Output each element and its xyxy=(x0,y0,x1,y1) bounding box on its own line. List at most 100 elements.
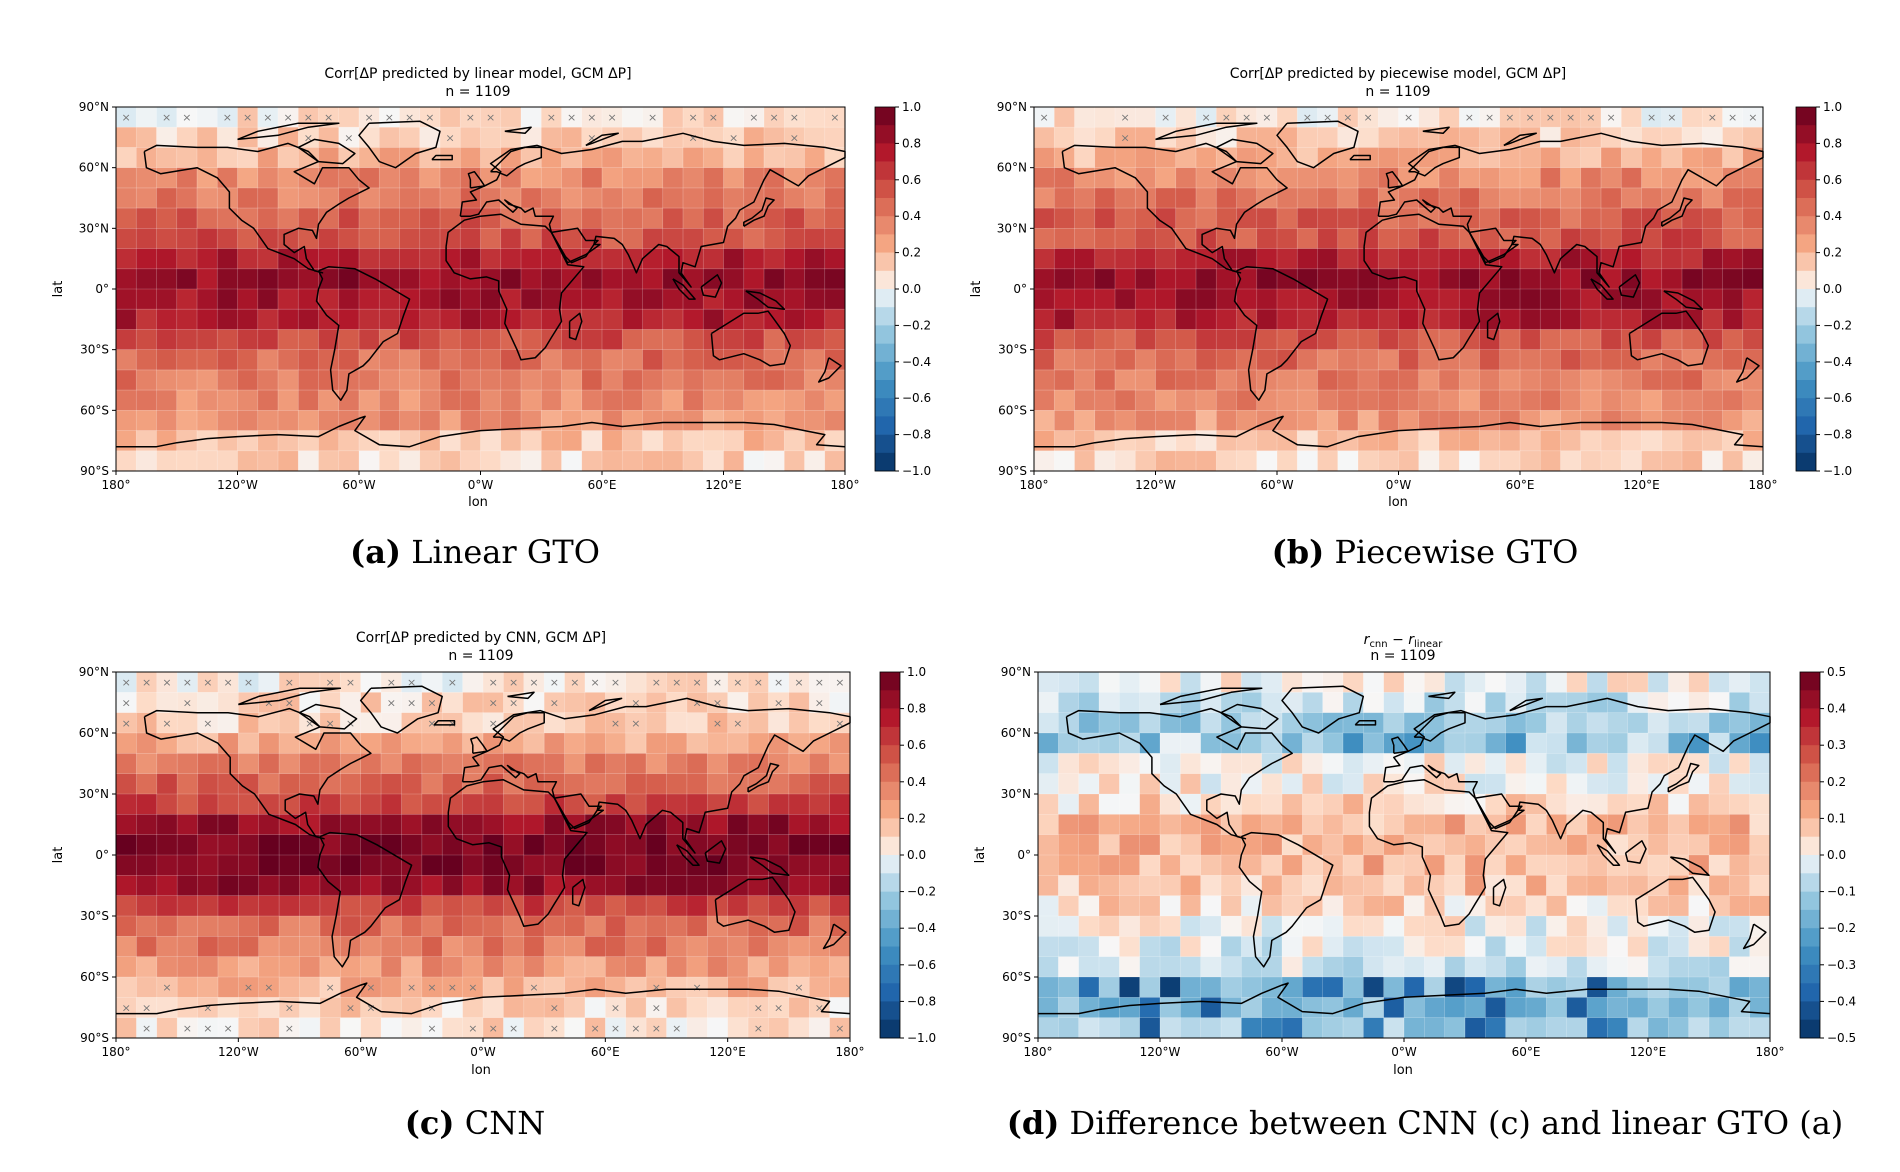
caption: (d) Difference between CNN (c) and linea… xyxy=(950,1104,1900,1142)
heatmap-cell xyxy=(360,753,382,775)
heatmap-cell xyxy=(298,450,319,472)
colorbar-segment xyxy=(1796,270,1816,290)
y-tick-label: 30°N xyxy=(79,787,109,801)
coastline xyxy=(1624,840,1647,864)
coastline xyxy=(297,138,356,165)
x-tick-label: 180° xyxy=(102,1045,131,1059)
coastlines xyxy=(1034,120,1764,448)
heatmap-cell xyxy=(1424,956,1446,978)
heatmap-cell xyxy=(116,248,137,270)
heatmap-cell xyxy=(258,855,280,876)
heatmap-cell xyxy=(1196,228,1217,249)
heatmap-cell xyxy=(727,712,749,734)
y-tick-label: 90°N xyxy=(997,100,1027,114)
non-significant-marker: × xyxy=(1505,111,1514,124)
heatmap-cell xyxy=(1038,895,1059,917)
heatmap-cell xyxy=(360,1017,382,1039)
heatmap-cell xyxy=(1297,430,1318,452)
heatmap-cell xyxy=(442,753,464,775)
colorbar-segment xyxy=(875,107,895,126)
y-tick-label: 30°S xyxy=(1002,909,1031,923)
x-tick-label: 120°E xyxy=(1630,1045,1667,1059)
heatmap-cell xyxy=(238,936,260,958)
heatmap-cell xyxy=(642,208,664,229)
heatmap-cell xyxy=(727,834,749,856)
coastline xyxy=(238,687,342,706)
non-significant-marker: × xyxy=(713,697,722,710)
heatmap-cell xyxy=(764,430,785,452)
non-significant-marker: × xyxy=(425,111,434,124)
heatmap-cell xyxy=(401,997,423,1019)
heatmap-cell xyxy=(1058,916,1080,937)
heatmap-cell xyxy=(581,410,603,431)
heatmap-cell xyxy=(743,248,765,270)
heatmap-cell xyxy=(829,977,851,998)
heatmap-cell xyxy=(460,390,481,411)
heatmap-cell xyxy=(1099,956,1120,978)
heatmap-cell xyxy=(279,977,300,998)
heatmap-cell xyxy=(340,875,362,897)
heatmap-cell xyxy=(156,956,178,978)
heatmap-cell xyxy=(521,167,542,189)
heatmap-cell xyxy=(1459,107,1480,128)
heatmap-cell xyxy=(279,794,300,815)
heatmap-cell xyxy=(1479,228,1501,249)
heatmap-cell xyxy=(197,309,218,330)
heatmap-cell xyxy=(1282,672,1303,693)
heatmap-cell xyxy=(1383,794,1405,815)
heatmap-cell xyxy=(1404,977,1425,998)
heatmap-cell xyxy=(1200,712,1222,734)
heatmap-cell xyxy=(237,228,259,249)
heatmap-cell xyxy=(176,248,198,270)
heatmap-cell xyxy=(319,997,341,1019)
heatmap-cell xyxy=(707,855,729,876)
heatmap-cell xyxy=(298,167,319,189)
heatmap-cell xyxy=(483,916,504,937)
non-significant-marker: × xyxy=(122,717,131,730)
heatmap-cell xyxy=(642,390,664,411)
non-significant-marker: × xyxy=(346,1002,355,1015)
x-tick-label: 180° xyxy=(836,1045,865,1059)
y-tick-label: 30°N xyxy=(997,221,1027,235)
heatmap-cell xyxy=(743,167,765,189)
heatmap-cell xyxy=(1749,977,1771,998)
non-significant-marker: × xyxy=(283,111,292,124)
caption: (b) Piecewise GTO xyxy=(950,533,1900,571)
non-significant-marker: × xyxy=(587,111,596,124)
heatmap-cell xyxy=(1054,390,1075,411)
heatmap-cell xyxy=(809,956,831,978)
non-significant-marker: × xyxy=(550,676,559,689)
heatmap-cell xyxy=(784,268,805,290)
heatmap-cell xyxy=(156,107,178,128)
heatmap-cell xyxy=(1135,410,1156,431)
heatmap-cell xyxy=(1282,733,1303,754)
heatmap-cell xyxy=(1074,430,1096,452)
caption-tag: (a) xyxy=(350,533,402,571)
heatmap-cell xyxy=(1709,977,1730,998)
y-tick-label: 60°N xyxy=(997,161,1027,175)
heatmap-cell xyxy=(1702,309,1723,330)
heatmap-cell xyxy=(319,1017,341,1039)
heatmap-cell xyxy=(1641,289,1663,310)
heatmap-cell xyxy=(1566,956,1588,978)
heatmap-cell xyxy=(1074,309,1096,330)
colorbar-segment xyxy=(880,1019,900,1039)
heatmap-cell xyxy=(1358,410,1379,431)
heatmap-cell xyxy=(1621,187,1642,209)
heatmap-cell xyxy=(703,187,724,209)
heatmap-cell xyxy=(1099,672,1120,693)
heatmap-cell xyxy=(1587,855,1608,876)
heatmap-cell xyxy=(176,228,198,249)
heatmap-cell xyxy=(1702,228,1723,249)
coastline xyxy=(504,126,532,135)
heatmap-cell xyxy=(379,167,400,189)
heatmap-cell xyxy=(1358,147,1379,169)
heatmap-cell xyxy=(1404,712,1425,734)
heatmap-cell xyxy=(379,248,400,270)
heatmap-cell xyxy=(788,997,810,1019)
coastline xyxy=(1428,691,1456,700)
heatmap-cell xyxy=(1337,127,1359,148)
heatmap-cell xyxy=(116,228,137,249)
coastline xyxy=(1742,923,1767,950)
heatmap-cell xyxy=(1074,107,1096,128)
